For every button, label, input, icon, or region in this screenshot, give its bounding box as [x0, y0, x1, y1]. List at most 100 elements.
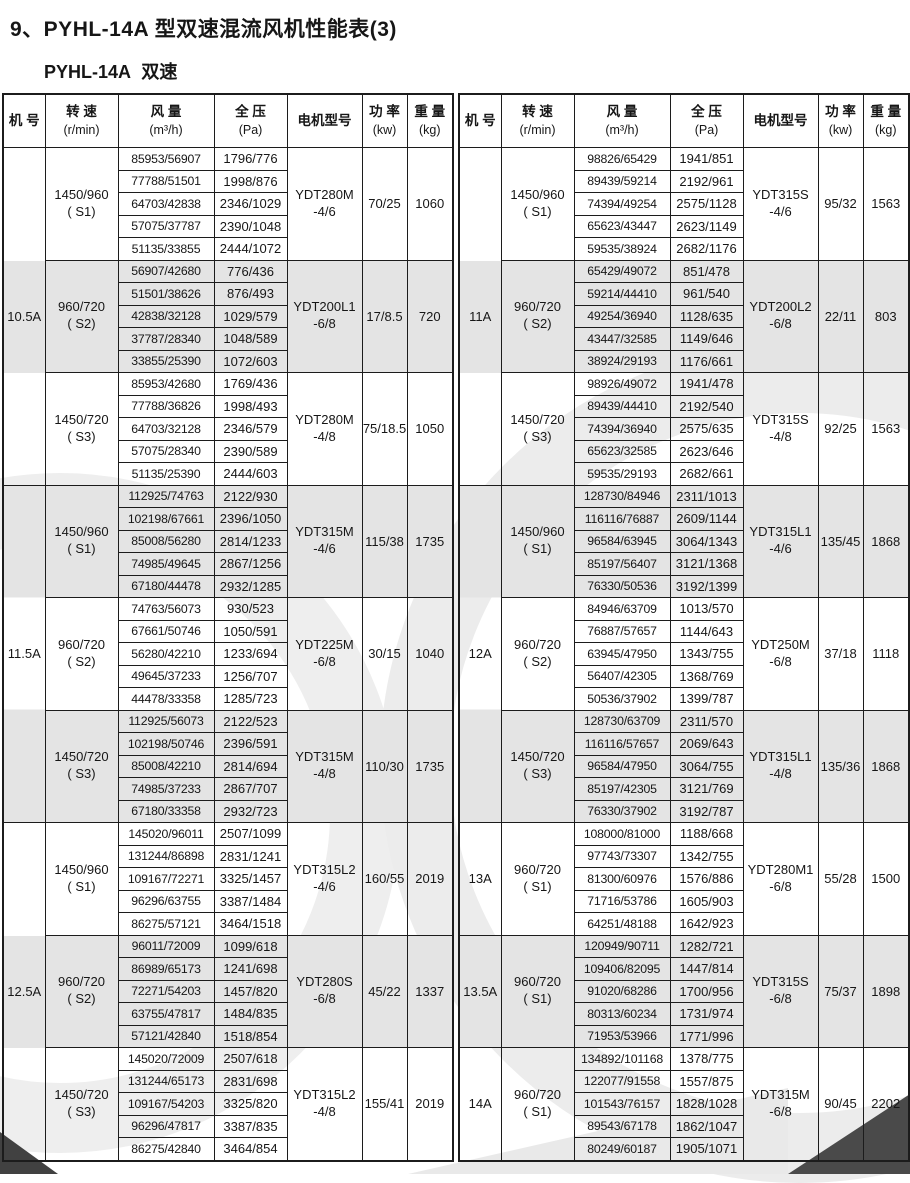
pressure-value-cell: 1048/589 [213, 327, 288, 351]
column-header-speed: 转 速 (r/min) [500, 93, 575, 148]
motor-model-cell: YDT280S -6/8 [286, 934, 363, 1048]
motor-model-cell: YDT315L1 -4/6 [742, 484, 819, 598]
flow-value-cell: 56407/42305 [573, 664, 671, 688]
flow-value-cell: 74985/37233 [117, 777, 215, 801]
pressure-value-cell: 1905/1071 [669, 1137, 744, 1161]
machine-cell: 12.5A [2, 822, 46, 1161]
pressure-value-cell: 1941/478 [669, 372, 744, 396]
pressure-value-cell: 1998/493 [213, 394, 288, 418]
pressure-value-cell: 3387/1484 [213, 889, 288, 913]
flow-value-cell: 65623/43447 [573, 214, 671, 238]
flow-value-cell: 67661/50746 [117, 619, 215, 643]
pressure-value-cell: 2623/1149 [669, 214, 744, 238]
pressure-value-cell: 1282/721 [669, 934, 744, 958]
flow-value-cell: 80313/60234 [573, 1002, 671, 1026]
pressure-value-cell: 2575/635 [669, 417, 744, 441]
pressure-value-cell: 2396/591 [213, 732, 288, 756]
speed-cell: 1450/960( S1) [44, 484, 119, 598]
weight-cell: 1563 [862, 147, 910, 261]
speed-cell: 960/720( S2) [44, 597, 119, 711]
motor-model-cell: YDT315M -6/8 [742, 1047, 819, 1161]
pressure-value-cell: 2609/1144 [669, 507, 744, 531]
flow-value-cell: 128730/84946 [573, 484, 671, 508]
speed-cell: 960/720( S2) [500, 597, 575, 711]
flow-value-cell: 101543/76157 [573, 1092, 671, 1116]
power-cell: 95/32 [817, 147, 864, 261]
speed-cell: 1450/960( S1) [44, 147, 119, 261]
pressure-value-cell: 2069/643 [669, 732, 744, 756]
pressure-value-cell: 2623/646 [669, 439, 744, 463]
pressure-value-cell: 3325/1457 [213, 867, 288, 891]
pressure-value-cell: 1862/1047 [669, 1114, 744, 1138]
flow-value-cell: 56280/42210 [117, 642, 215, 666]
weight-cell: 1868 [862, 484, 910, 598]
motor-model-cell: YDT315S -6/8 [742, 934, 819, 1048]
pressure-value-cell: 1188/668 [669, 822, 744, 846]
pressure-value-cell: 3192/787 [669, 799, 744, 823]
pressure-value-cell: 3325/820 [213, 1092, 288, 1116]
flow-value-cell: 120949/90711 [573, 934, 671, 958]
column-header-motor: 电机型号 [286, 93, 363, 148]
flow-value-cell: 96296/47817 [117, 1114, 215, 1138]
flow-value-cell: 85953/42680 [117, 372, 215, 396]
flow-value-cell: 74763/56073 [117, 597, 215, 621]
column-header-machine: 机 号 [458, 93, 502, 148]
pressure-value-cell: 2932/723 [213, 799, 288, 823]
pressure-value-cell: 1099/618 [213, 934, 288, 958]
pressure-value-cell: 1256/707 [213, 664, 288, 688]
flow-value-cell: 72271/54203 [117, 979, 215, 1003]
flow-value-cell: 108000/81000 [573, 822, 671, 846]
flow-value-cell: 109167/54203 [117, 1092, 215, 1116]
power-cell: 22/11 [817, 259, 864, 373]
weight-cell: 1118 [862, 597, 910, 711]
flow-value-cell: 51501/38626 [117, 282, 215, 306]
flow-value-cell: 112925/74763 [117, 484, 215, 508]
power-cell: 110/30 [361, 709, 408, 823]
pressure-value-cell: 1576/886 [669, 867, 744, 891]
flow-value-cell: 71953/53966 [573, 1024, 671, 1048]
pressure-value-cell: 3121/769 [669, 777, 744, 801]
flow-value-cell: 96584/63945 [573, 529, 671, 553]
pressure-value-cell: 1343/755 [669, 642, 744, 666]
weight-cell: 2019 [406, 822, 454, 936]
motor-model-cell: YDT280M1 -6/8 [742, 822, 819, 936]
motor-model-cell: YDT280M -4/6 [286, 147, 363, 261]
column-header-power: 功 率 (kw) [361, 93, 408, 148]
weight-cell: 1040 [406, 597, 454, 711]
flow-value-cell: 76330/50536 [573, 574, 671, 598]
pressure-value-cell: 2122/930 [213, 484, 288, 508]
pressure-value-cell: 2390/1048 [213, 214, 288, 238]
pressure-value-cell: 2122/523 [213, 709, 288, 733]
column-header-motor: 电机型号 [742, 93, 819, 148]
speed-cell: 1450/720( S3) [44, 1047, 119, 1161]
pressure-value-cell: 2867/707 [213, 777, 288, 801]
pressure-value-cell: 3464/854 [213, 1137, 288, 1161]
flow-value-cell: 97743/73307 [573, 844, 671, 868]
flow-value-cell: 63945/47950 [573, 642, 671, 666]
pressure-value-cell: 2814/694 [213, 754, 288, 778]
pressure-value-cell: 2346/1029 [213, 192, 288, 216]
flow-value-cell: 85197/56407 [573, 552, 671, 576]
pressure-value-cell: 3464/1518 [213, 912, 288, 936]
pressure-value-cell: 876/493 [213, 282, 288, 306]
flow-value-cell: 74394/36940 [573, 417, 671, 441]
speed-cell: 1450/960( S1) [44, 822, 119, 936]
pressure-value-cell: 1457/820 [213, 979, 288, 1003]
pressure-value-cell: 1557/875 [669, 1069, 744, 1093]
flow-value-cell: 128730/63709 [573, 709, 671, 733]
flow-value-cell: 131244/86898 [117, 844, 215, 868]
flow-value-cell: 85008/42210 [117, 754, 215, 778]
power-cell: 135/36 [817, 709, 864, 823]
right-table-container: 机 号转 速 (r/min) 风 量 (m³/h) 全 压 (Pa) 电机型号功 率 (kw)… [458, 93, 910, 1162]
motor-model-cell: YDT315L2 -4/6 [286, 822, 363, 936]
motor-model-cell: YDT200L2 -6/8 [742, 259, 819, 373]
flow-value-cell: 57075/28340 [117, 439, 215, 463]
flow-value-cell: 71716/53786 [573, 889, 671, 913]
pressure-value-cell: 2575/1128 [669, 192, 744, 216]
flow-value-cell: 59214/44410 [573, 282, 671, 306]
flow-value-cell: 57075/37787 [117, 214, 215, 238]
flow-value-cell: 89439/44410 [573, 394, 671, 418]
pressure-value-cell: 1241/698 [213, 957, 288, 981]
weight-cell: 1898 [862, 934, 910, 1048]
column-header-weight: 重 量 (kg) [862, 93, 910, 148]
